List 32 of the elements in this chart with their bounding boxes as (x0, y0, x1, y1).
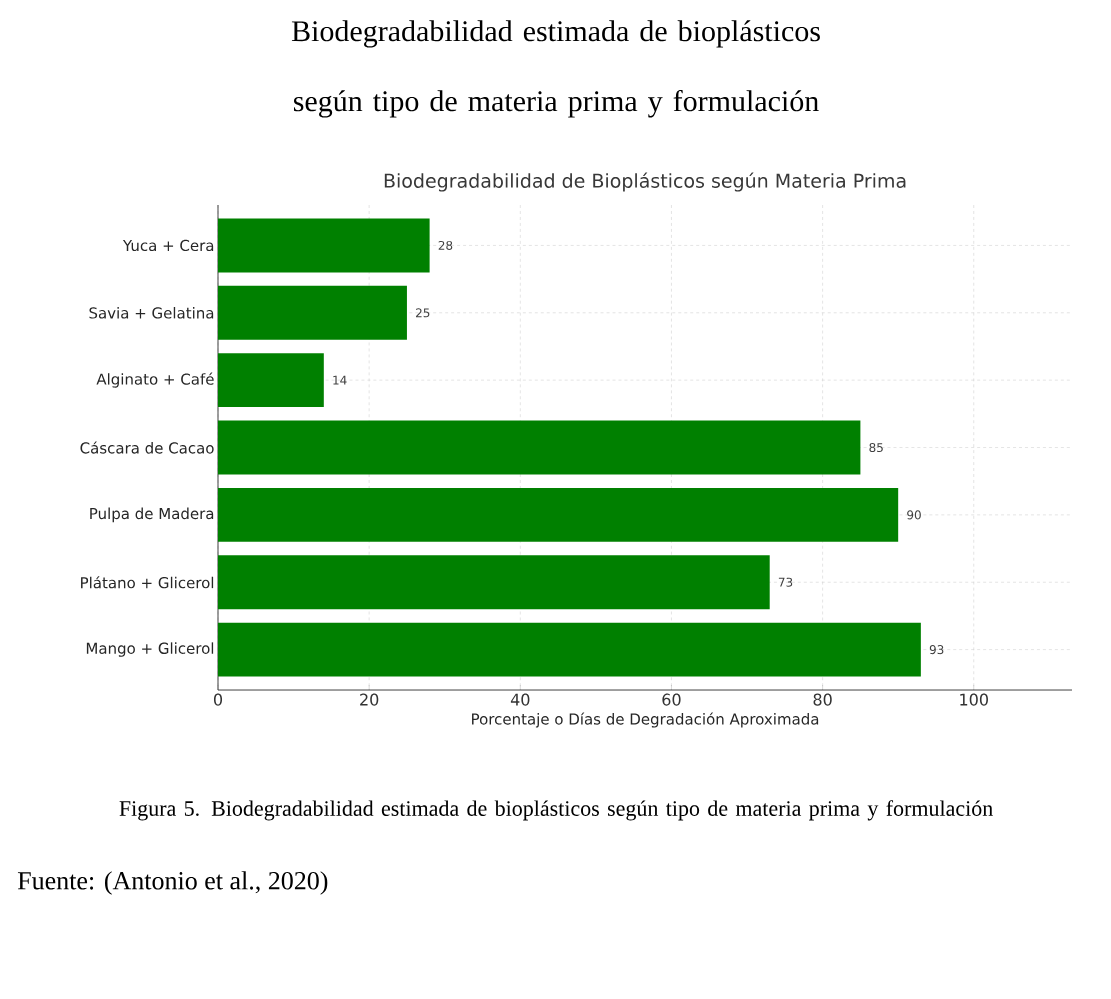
data-label: 93 (929, 645, 944, 655)
data-label: 25 (416, 308, 430, 318)
x-tick-label: 60 (662, 693, 681, 706)
data-label: 14 (333, 375, 347, 385)
y-tick-label: Cáscara de Cacao (80, 441, 214, 454)
bar (218, 622, 921, 677)
chart-subtitle: Biodegradabilidad de Bioplásticos según Materia Prima (384, 172, 906, 192)
y-tick-label: Yuca + Cera (122, 239, 214, 252)
x-tick-label: 40 (510, 693, 530, 706)
chart-title: Biodegradabilidad estimada de bioplásticos según tipo de materia prima y formulación (291, 20, 820, 118)
y-tick-label: Pulpa de Madera (90, 507, 214, 523)
x-axis-title: Porcentaje o Días de Degradación Aproximada (472, 712, 819, 728)
text: Figura 5. Biodegradabilidad estimada de bioplásticos según tipo de materia prima y formulación (119, 800, 993, 821)
bar (218, 487, 899, 542)
x-tick-label: 20 (360, 693, 379, 706)
x-tick-label: 80 (813, 693, 832, 706)
y-tick-label: Savia + Gelatina (89, 306, 214, 319)
bar (218, 555, 770, 610)
y-tick-label: Mango + Glicerol (86, 642, 214, 657)
x-tick-label: 0 (213, 693, 223, 706)
bar (218, 218, 430, 273)
data-label: 73 (778, 577, 793, 587)
y-tick-label: Alginato + Café (96, 372, 214, 388)
y-tick-label: Plátano + Glicerol (81, 576, 214, 589)
data-label: 85 (869, 442, 883, 453)
data-label: 28 (438, 240, 453, 250)
data-label: 90 (907, 510, 921, 520)
bar (218, 285, 407, 340)
source-note: Fuente: (Antonio et al., 2020) (17, 871, 328, 895)
bar (218, 353, 324, 408)
x-tick-label: 100 (960, 693, 988, 706)
bar (218, 420, 861, 475)
